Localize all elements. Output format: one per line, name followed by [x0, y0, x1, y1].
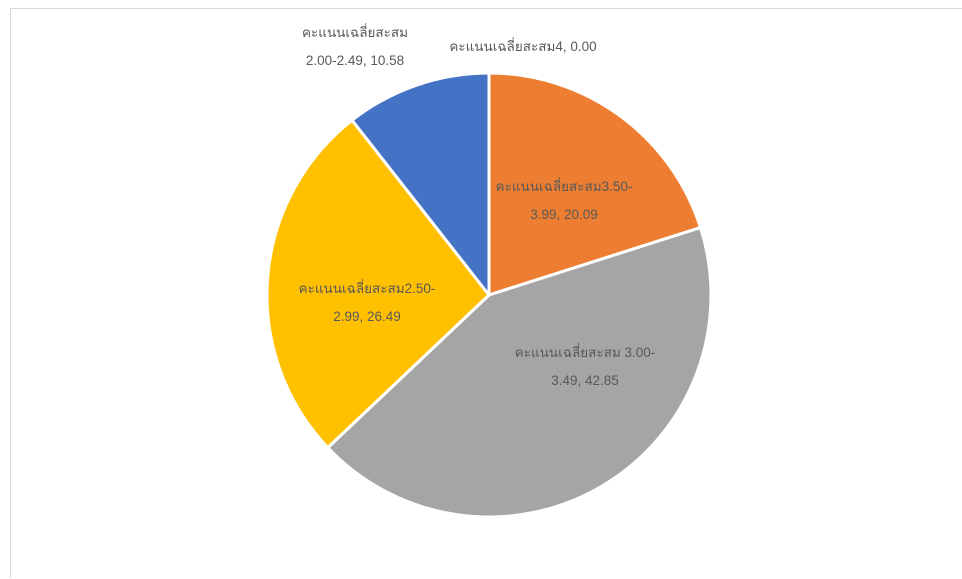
data-label-line: 3.49, 42.85: [551, 373, 619, 388]
pie-slice-2: [326, 226, 713, 519]
data-label-line: คะแนนเฉลี่ยสะสม4, 0.00: [449, 37, 596, 54]
data-label-line: 2.99, 26.49: [333, 309, 401, 324]
data-label-line: คะแนนเฉลี่ยสะสม2.50-: [299, 279, 436, 296]
data-label-5: คะแนนเฉลี่ยสะสม4, 0.00: [449, 37, 596, 54]
data-label-2: คะแนนเฉลี่ยสะสม 3.00- 3.49, 42.85: [515, 343, 656, 388]
pie-slices: [265, 71, 713, 519]
chart-area: คะแนนเฉลี่ยสะสม3.50-3.99, 20.09 คะแนนเฉลี…: [10, 8, 962, 578]
pie-chart: คะแนนเฉลี่ยสะสม3.50-3.99, 20.09คะแนนเฉลี…: [265, 23, 713, 519]
pie-slice-1: [487, 71, 703, 297]
data-labels: คะแนนเฉลี่ยสะสม3.50-3.99, 20.09คะแนนเฉลี…: [299, 23, 656, 388]
data-label-1: คะแนนเฉลี่ยสะสม3.50- 3.99, 20.09: [496, 177, 633, 222]
data-label-line: 2.00-2.49, 10.58: [306, 53, 404, 68]
data-label-line: คะแนนเฉลี่ยสะสม: [302, 23, 408, 40]
data-label-line: 3.99, 20.09: [530, 207, 598, 222]
data-label-4: คะแนนเฉลี่ยสะสม 2.00-2.49, 10.58: [302, 23, 408, 68]
data-label-3: คะแนนเฉลี่ยสะสม2.50- 2.99, 26.49: [299, 279, 436, 324]
data-label-line: คะแนนเฉลี่ยสะสม3.50-: [496, 177, 633, 194]
data-label-line: คะแนนเฉลี่ยสะสม 3.00-: [515, 343, 656, 360]
pie-slice-3: [265, 118, 491, 450]
pie-slice-4: [350, 71, 491, 297]
